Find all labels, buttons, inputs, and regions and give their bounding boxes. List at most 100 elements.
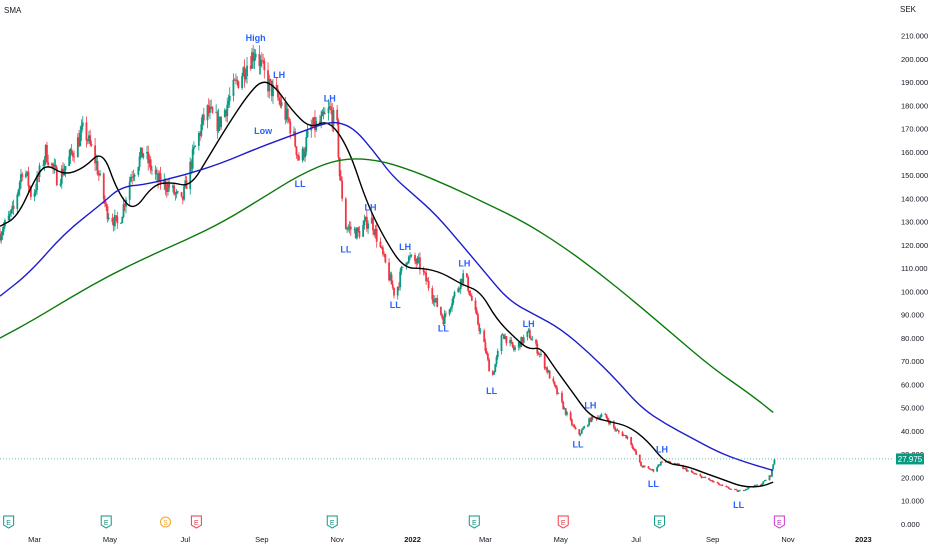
candle-body [693,473,696,474]
candle-body [191,148,194,169]
event-marker-split[interactable]: S [160,516,172,528]
candle [54,159,57,170]
candle-body [390,274,393,285]
price-axis[interactable]: 0.00010.00020.00030.00040.00050.00060.00… [901,32,928,529]
event-marker-earnings[interactable]: E [326,515,338,529]
candle-body [163,180,166,185]
candle-body [149,159,152,170]
y-tick-label: 80.000 [901,334,924,343]
candle [252,44,255,69]
candle-body [50,163,53,166]
candle-body [521,337,524,343]
annotation-label: LL [648,479,659,489]
candle-body [616,430,619,431]
candle-body [737,491,740,492]
candle [478,322,481,335]
candle-body [17,189,20,195]
candle [232,73,235,102]
candle-body [235,79,237,81]
candle-body [116,216,119,224]
candle-body [97,174,100,176]
candle-body [399,271,402,287]
candle [267,62,269,98]
candle-body [157,173,159,182]
candle-body [99,173,101,176]
candle-body [726,486,729,488]
candle-body [736,489,739,492]
candle-body [554,385,557,388]
candle-body [659,461,662,465]
candle-body [710,480,713,482]
candle [33,188,36,202]
y-tick-label: 170.000 [901,125,928,134]
candle [79,125,82,147]
candle-body [258,53,261,67]
candle-body [167,183,169,192]
candle-body [94,145,97,164]
event-marker-future[interactable]: E [773,515,785,529]
candle-body [658,464,661,466]
candle [180,192,183,198]
candle-body [761,483,763,486]
candle-body [122,204,125,217]
candle [762,481,765,485]
candle [647,465,650,469]
candle-body [318,121,321,124]
candle [625,435,628,439]
candle-body [220,117,222,128]
candle-body [113,215,116,227]
candle-body [184,180,187,187]
candle [259,55,262,75]
candle [493,370,495,376]
candle-body [441,314,444,318]
candle-body [209,106,211,113]
candle-body [62,168,64,176]
time-axis[interactable]: Mar May Jul Sep Nov 2022 Mar May Jul Sep Nov 2023 [28,535,872,544]
candle-body [363,220,366,225]
candle-body [233,79,236,81]
candle [505,336,508,346]
candle-body [34,190,37,193]
candle [417,253,420,264]
indicator-label[interactable]: SMA [4,6,22,15]
candle-body [730,488,733,490]
candle [574,426,577,430]
candle-body [417,257,420,259]
candle-body [330,106,332,111]
event-marker-label: E [194,520,199,527]
candle [719,484,721,486]
event-marker-earnings[interactable]: E [3,515,15,529]
candle [604,412,607,416]
candle-body [479,330,482,332]
event-marker-earnings[interactable]: E [468,515,480,529]
candle-body [530,338,533,340]
candle-body [704,476,707,479]
event-marker-earnings[interactable]: E [654,515,666,529]
candle-body [711,480,714,482]
y-tick-label: 60.000 [901,380,924,389]
candle [298,152,300,162]
candlestick-series [0,44,776,492]
event-marker-earnings-red[interactable]: E [557,515,569,529]
candle [520,336,523,348]
candle-body [12,205,15,209]
candle-body [346,228,348,230]
candle-body [690,470,693,473]
candle [367,220,369,235]
candle [642,465,645,468]
candle-body [405,262,408,267]
candle-body [496,350,499,357]
candle-body [2,226,5,232]
candle [60,165,63,189]
candle-body [244,76,247,80]
event-marker-earnings-red[interactable]: E [190,515,202,529]
candle-body [622,435,625,436]
candle-body [139,147,142,157]
candle [626,435,629,440]
candle-body [278,97,281,100]
candle-body [708,478,710,480]
candle-body [370,217,373,224]
event-marker-earnings[interactable]: E [100,515,112,529]
candle-body [753,484,756,488]
